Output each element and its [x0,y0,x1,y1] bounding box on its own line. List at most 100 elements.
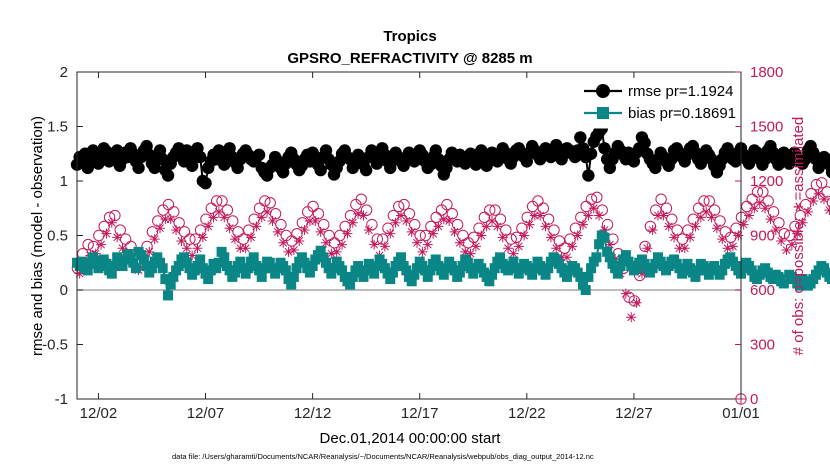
bias-series [72,230,830,301]
obs-assimilated-point [701,206,712,217]
obs-assimilated-point [594,210,605,221]
obs-assimilated-point [529,210,540,221]
obs-assimilated-point [176,235,187,246]
legend-label-bias: bias pr=0.18691 [628,105,736,122]
obs-possible-point [494,213,507,225]
bias-point [256,271,267,282]
obs-assimilated-point [470,241,481,252]
bias-point [219,252,230,263]
obs-assimilated-point [262,206,273,217]
obs-assimilated-point [765,214,776,225]
obs-assimilated-point [626,312,637,323]
bias-point [195,254,206,265]
rmse-point [638,136,651,150]
obs-assimilated-point [540,221,551,232]
obs-assimilated-point [760,203,771,214]
right-tick-label: 1500 [750,119,783,136]
right-tick-label: 900 [750,228,775,245]
obs-possible-point [692,202,705,214]
obs-assimilated-point [572,230,583,241]
obs-assimilated-point [685,232,696,243]
obs-assimilated-point [240,243,251,254]
obs-possible-point [403,208,416,220]
obs-possible-point [168,206,180,218]
left-tick-label: 2 [60,64,68,81]
obs-assimilated-point [283,246,294,257]
obs-assimilated-point [556,252,567,263]
obs-assimilated-point [636,268,647,279]
obs-assimilated-point [379,241,390,252]
obs-possible-point [585,193,598,205]
bias-point [130,263,141,274]
x-tick-label: 12/22 [508,405,546,422]
rmse-point [252,148,266,162]
obs-possible-point [216,195,228,207]
obs-possible-point [269,208,282,220]
obs-assimilated-point [246,232,257,243]
obs-possible-point [210,195,223,207]
rmse-point [193,150,207,164]
bias-point [288,271,299,282]
obs-assimilated-point [524,219,535,230]
obs-assimilated-point [412,237,423,248]
bias-point [827,274,830,285]
left-tick-label: 0 [60,282,68,299]
obs-assimilated-point [363,225,374,236]
obs-assimilated-point [192,243,203,254]
chart-subtitle: GPSRO_REFRACTIVITY @ 8285 m [287,50,532,67]
obs-possible-point [178,226,191,238]
obs-assimilated-point [433,221,444,232]
obs-assimilated-point [321,237,331,248]
obs-assimilated-point [353,208,364,219]
obs-assimilated-point [251,221,262,232]
obs-possible-point [119,233,132,245]
x-axis-label: Dec.01,2014 00:00:00 start [320,430,502,447]
obs-assimilated-point [385,228,396,239]
obs-assimilated-point [96,239,107,250]
obs-possible-point [810,178,823,191]
obs-possible-point [184,233,196,245]
obs-assimilated-point [401,215,412,226]
obs-possible-point [355,193,367,205]
obs-assimilated-point [770,225,781,236]
rmse-point [598,142,611,155]
legend-marker-square [597,107,609,119]
obs-assimilated-point [653,210,663,221]
obs-assimilated-point [465,248,476,259]
bias-point [248,252,259,263]
rmse-point [218,158,231,171]
obs-assimilated-point [717,234,728,245]
obs-assimilated-point [288,245,299,256]
obs-assimilated-point [824,205,830,216]
legend-label-rmse: rmse pr=1.1924 [628,83,733,100]
right-tick-label: 1200 [750,173,783,190]
obs-assimilated-point [545,232,556,243]
obs-assimilated-point [599,225,610,236]
rmse-point [582,169,595,182]
obs-assimilated-point [331,246,342,257]
obs-assimilated-point [310,215,321,226]
obs-assimilated-point [631,297,642,308]
obs-possible-point [489,204,501,216]
right-axis: 0 300 600 900 1200 1500 1800 [735,64,783,408]
x-tick-label: 01/01 [722,405,760,422]
obs-assimilated-point [647,225,658,236]
obs-assimilated-point [519,230,530,241]
obs-assimilated-point [797,217,808,228]
obs-assimilated-point [219,212,230,223]
obs-possible-point [751,186,764,198]
obs-assimilated-point [583,210,594,221]
obs-possible-point [478,211,491,224]
data-file-footnote: data file: /Users/gharamti/Documents/NCA… [172,452,594,461]
obs-assimilated-point [326,248,337,259]
obs-assimilated-point [792,228,803,239]
obs-assimilated-point [738,219,749,230]
obs-possible-point [762,195,774,207]
obs-possible-point [398,198,410,211]
rmse-point [359,163,373,177]
obs-possible-point [660,202,673,214]
obs-assimilated-series [74,188,830,404]
obs-assimilated-point [117,243,128,254]
obs-assimilated-point [197,232,208,243]
obs-assimilated-point [165,214,176,225]
